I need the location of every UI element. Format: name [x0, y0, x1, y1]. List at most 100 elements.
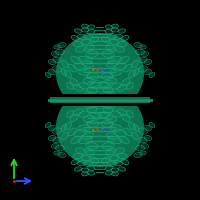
Ellipse shape — [150, 73, 154, 77]
Ellipse shape — [62, 69, 66, 75]
Ellipse shape — [75, 64, 85, 70]
Ellipse shape — [88, 52, 96, 56]
Ellipse shape — [129, 71, 135, 77]
Ellipse shape — [108, 134, 116, 138]
Ellipse shape — [84, 62, 92, 66]
Ellipse shape — [54, 58, 60, 62]
Ellipse shape — [122, 36, 128, 40]
Ellipse shape — [106, 25, 112, 29]
Ellipse shape — [107, 117, 115, 121]
Ellipse shape — [89, 74, 97, 78]
Ellipse shape — [106, 30, 112, 34]
Ellipse shape — [74, 42, 82, 46]
Ellipse shape — [127, 83, 133, 89]
Ellipse shape — [115, 35, 121, 39]
Ellipse shape — [104, 108, 112, 112]
Ellipse shape — [88, 30, 94, 34]
Ellipse shape — [85, 150, 93, 154]
Ellipse shape — [104, 88, 112, 92]
Ellipse shape — [123, 115, 129, 121]
Ellipse shape — [72, 57, 80, 63]
Ellipse shape — [56, 33, 144, 113]
Ellipse shape — [62, 125, 66, 131]
Ellipse shape — [146, 70, 150, 74]
Ellipse shape — [77, 47, 85, 51]
Ellipse shape — [134, 125, 138, 131]
Ellipse shape — [123, 79, 129, 85]
Ellipse shape — [137, 50, 143, 54]
Ellipse shape — [89, 122, 97, 126]
Ellipse shape — [72, 160, 78, 164]
Ellipse shape — [84, 134, 92, 138]
Ellipse shape — [80, 112, 88, 116]
Ellipse shape — [57, 146, 63, 150]
Ellipse shape — [118, 154, 126, 158]
Ellipse shape — [69, 129, 75, 135]
Ellipse shape — [72, 36, 78, 40]
Ellipse shape — [146, 136, 150, 140]
Ellipse shape — [88, 25, 94, 29]
Ellipse shape — [85, 46, 93, 50]
FancyBboxPatch shape — [43, 94, 157, 106]
Ellipse shape — [91, 158, 97, 162]
Ellipse shape — [80, 137, 90, 143]
Ellipse shape — [109, 34, 115, 38]
Ellipse shape — [120, 137, 128, 143]
Ellipse shape — [112, 168, 118, 171]
Ellipse shape — [106, 171, 112, 175]
Ellipse shape — [115, 47, 123, 51]
Ellipse shape — [141, 152, 145, 154]
Ellipse shape — [141, 46, 145, 48]
Ellipse shape — [104, 52, 112, 56]
FancyBboxPatch shape — [40, 96, 160, 104]
Ellipse shape — [119, 110, 125, 114]
Ellipse shape — [46, 73, 50, 77]
Ellipse shape — [108, 62, 116, 66]
Ellipse shape — [115, 64, 125, 70]
Ellipse shape — [54, 138, 60, 142]
Ellipse shape — [50, 136, 54, 140]
Ellipse shape — [65, 123, 71, 129]
Ellipse shape — [63, 61, 67, 67]
Ellipse shape — [57, 50, 63, 54]
Ellipse shape — [137, 146, 143, 150]
Ellipse shape — [50, 60, 54, 64]
Ellipse shape — [72, 137, 80, 143]
Ellipse shape — [106, 166, 112, 170]
Ellipse shape — [77, 149, 85, 153]
Ellipse shape — [71, 79, 77, 85]
Ellipse shape — [85, 34, 91, 38]
Ellipse shape — [56, 87, 144, 167]
Ellipse shape — [119, 29, 125, 33]
Ellipse shape — [110, 156, 118, 160]
Ellipse shape — [107, 79, 115, 83]
Ellipse shape — [110, 137, 120, 143]
Ellipse shape — [112, 173, 118, 175]
Ellipse shape — [82, 40, 90, 44]
Ellipse shape — [80, 126, 88, 130]
Ellipse shape — [146, 126, 150, 130]
Ellipse shape — [79, 161, 85, 165]
Ellipse shape — [103, 122, 111, 126]
Ellipse shape — [71, 115, 77, 121]
Ellipse shape — [135, 153, 141, 157]
Ellipse shape — [50, 70, 54, 74]
Ellipse shape — [140, 58, 146, 62]
Ellipse shape — [135, 43, 141, 47]
Ellipse shape — [103, 74, 111, 78]
Ellipse shape — [80, 57, 90, 63]
Ellipse shape — [82, 28, 88, 31]
Ellipse shape — [88, 166, 94, 170]
Ellipse shape — [143, 52, 147, 56]
Ellipse shape — [127, 111, 133, 117]
Ellipse shape — [112, 28, 118, 31]
Ellipse shape — [112, 25, 118, 27]
Ellipse shape — [75, 29, 81, 33]
Ellipse shape — [50, 126, 54, 130]
Ellipse shape — [107, 46, 115, 50]
Ellipse shape — [63, 133, 67, 139]
Ellipse shape — [55, 152, 59, 154]
Ellipse shape — [92, 83, 100, 87]
Ellipse shape — [82, 173, 88, 175]
Ellipse shape — [110, 40, 118, 44]
